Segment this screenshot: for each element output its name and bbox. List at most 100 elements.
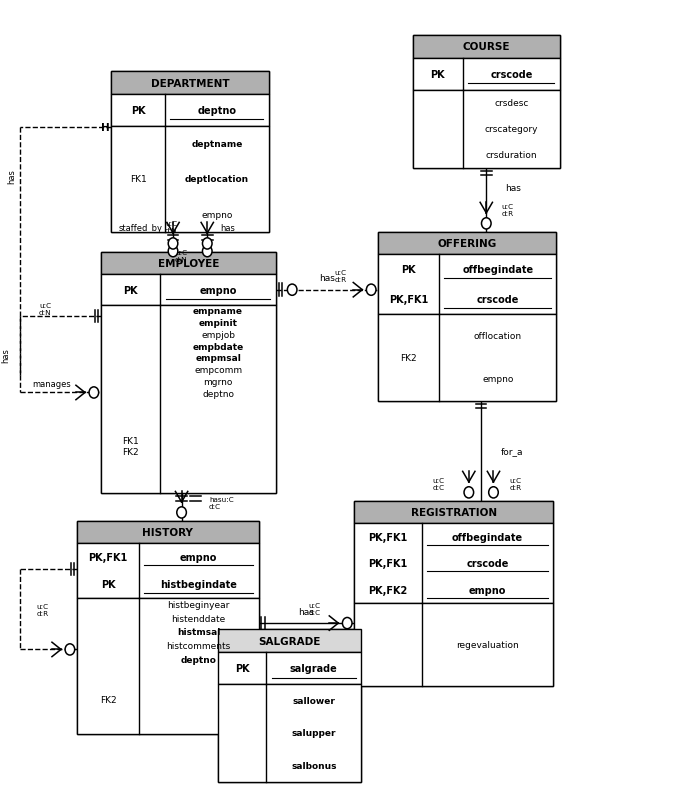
Text: salgrade: salgrade — [290, 663, 337, 673]
Circle shape — [168, 238, 178, 249]
Bar — [378, 233, 556, 255]
Circle shape — [342, 618, 352, 629]
Bar — [77, 521, 259, 734]
Text: empcomm: empcomm — [194, 366, 242, 375]
Bar — [101, 253, 276, 275]
Text: PK,FK1: PK,FK1 — [368, 558, 408, 569]
Bar — [355, 524, 553, 603]
Bar — [111, 72, 269, 95]
Bar — [111, 127, 269, 233]
Circle shape — [168, 246, 178, 257]
Text: OFFERING: OFFERING — [438, 239, 497, 249]
Circle shape — [464, 487, 473, 498]
Text: deptno: deptno — [197, 106, 237, 115]
Text: PK: PK — [101, 580, 115, 589]
Text: has: has — [299, 607, 315, 616]
Circle shape — [202, 238, 212, 249]
Text: crscode: crscode — [477, 294, 519, 305]
Text: has: has — [319, 273, 335, 283]
Text: PK: PK — [235, 663, 249, 673]
Text: offbegindate: offbegindate — [462, 265, 533, 275]
Text: deptname: deptname — [191, 140, 243, 149]
Circle shape — [489, 487, 498, 498]
Text: REGISTRATION: REGISTRATION — [411, 508, 497, 517]
Bar — [378, 314, 556, 401]
Text: histbegindate: histbegindate — [160, 580, 237, 589]
Text: DEPARTMENT: DEPARTMENT — [151, 79, 230, 88]
Text: u:C
d:C: u:C d:C — [308, 602, 321, 615]
Bar — [413, 36, 560, 59]
Text: H: H — [101, 124, 109, 133]
Bar — [217, 684, 362, 782]
Bar — [101, 275, 276, 306]
Bar — [77, 521, 259, 544]
Text: COURSE: COURSE — [462, 43, 510, 52]
Bar — [101, 306, 276, 493]
Text: histenddate: histenddate — [172, 614, 226, 623]
Circle shape — [89, 387, 99, 399]
Text: empname: empname — [193, 307, 243, 316]
Bar — [413, 36, 560, 168]
Text: crscategory: crscategory — [484, 125, 538, 134]
Bar — [77, 598, 259, 734]
Text: empno: empno — [199, 286, 237, 295]
Text: empno: empno — [180, 553, 217, 562]
Text: PK,FK1: PK,FK1 — [88, 553, 128, 562]
Text: histbeginyear: histbeginyear — [168, 601, 230, 610]
Text: for_a: for_a — [500, 447, 523, 456]
Text: empbdate: empbdate — [193, 342, 244, 351]
Circle shape — [287, 285, 297, 296]
Text: has: has — [1, 347, 10, 363]
Text: PK: PK — [124, 286, 138, 295]
Text: staffed_by: staffed_by — [118, 224, 162, 233]
Text: sallower: sallower — [293, 696, 335, 705]
Text: has: has — [8, 169, 17, 184]
Text: mgrno: mgrno — [204, 377, 233, 387]
Circle shape — [65, 644, 75, 655]
Bar — [77, 544, 259, 598]
Circle shape — [177, 507, 186, 518]
Text: offlocation: offlocation — [473, 331, 522, 341]
Bar — [378, 255, 556, 314]
Text: regevaluation: regevaluation — [456, 640, 519, 649]
Text: crsdesc: crsdesc — [494, 99, 529, 108]
Text: FK1: FK1 — [130, 175, 146, 184]
Text: u:C
d:N: u:C d:N — [39, 302, 51, 315]
Text: PK: PK — [431, 70, 445, 79]
Text: deptno: deptno — [202, 389, 234, 398]
Bar — [355, 501, 553, 524]
Text: PK: PK — [131, 106, 146, 115]
Text: crscode: crscode — [490, 70, 533, 79]
Text: PK: PK — [402, 265, 416, 275]
Text: empinit: empinit — [199, 318, 237, 328]
Text: deptlocation: deptlocation — [185, 175, 249, 184]
Text: u:C
d:R: u:C d:R — [509, 477, 522, 490]
Bar — [217, 630, 362, 652]
Text: histcomments: histcomments — [166, 642, 231, 650]
Bar — [217, 652, 362, 684]
Text: u:C
d:R: u:C d:R — [502, 204, 513, 217]
Bar — [413, 59, 560, 91]
Text: u:C
d:N: u:C d:N — [175, 250, 188, 263]
Text: PK,FK1: PK,FK1 — [368, 532, 408, 542]
Text: empno: empno — [482, 375, 513, 384]
Bar — [101, 253, 276, 493]
Text: crsduration: crsduration — [486, 151, 537, 160]
Text: manages: manages — [32, 380, 71, 389]
Text: FK1
FK2: FK1 FK2 — [122, 436, 139, 456]
Bar — [355, 501, 553, 686]
Text: HISTORY: HISTORY — [142, 528, 193, 537]
Text: FK2: FK2 — [99, 695, 117, 704]
Bar — [111, 95, 269, 127]
Bar — [355, 603, 553, 686]
Text: histmsal: histmsal — [177, 628, 220, 637]
Text: has: has — [220, 224, 235, 233]
Circle shape — [366, 285, 376, 296]
Text: empjob: empjob — [201, 330, 235, 339]
Text: u:C
d:R: u:C d:R — [335, 269, 347, 282]
Text: crscode: crscode — [466, 558, 509, 569]
Circle shape — [202, 246, 212, 257]
Text: has: has — [506, 184, 522, 193]
Text: empmsal: empmsal — [195, 354, 241, 363]
Bar — [378, 233, 556, 401]
